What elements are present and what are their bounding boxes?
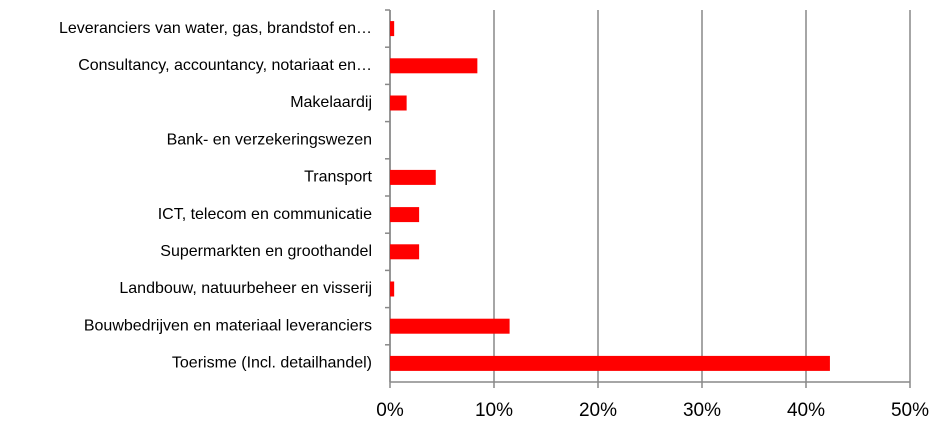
y-tick-label: Consultancy, accountancy, notariaat en… <box>78 57 372 74</box>
y-tick-label: Bank- en verzekeringswezen <box>167 131 372 148</box>
x-tick-label: 0% <box>376 400 404 421</box>
y-tick-label: Bouwbedrijven en materiaal leveranciers <box>84 317 372 334</box>
bar <box>390 244 420 260</box>
bar <box>390 355 830 371</box>
x-tick-label: 50% <box>891 400 929 421</box>
y-tick-label: ICT, telecom en communicatie <box>158 206 372 223</box>
y-tick-label: Landbouw, natuurbeheer en visserij <box>119 280 372 297</box>
bar <box>390 318 510 334</box>
bar <box>390 58 478 74</box>
bar <box>390 207 420 223</box>
bar <box>390 169 436 185</box>
x-tick-label: 30% <box>683 400 721 421</box>
bar <box>390 95 407 111</box>
y-tick-label: Leveranciers van water, gas, brandstof e… <box>59 20 372 37</box>
y-tick-label: Makelaardij <box>290 94 372 111</box>
bar <box>390 281 395 297</box>
bar <box>390 21 395 37</box>
y-tick-label: Toerisme (Incl. detailhandel) <box>172 355 372 372</box>
y-tick-label: Transport <box>304 169 372 186</box>
x-tick-label: 40% <box>787 400 825 421</box>
x-tick-label: 20% <box>579 400 617 421</box>
x-tick-label: 10% <box>475 400 513 421</box>
y-tick-label: Supermarkten en groothandel <box>160 243 372 260</box>
